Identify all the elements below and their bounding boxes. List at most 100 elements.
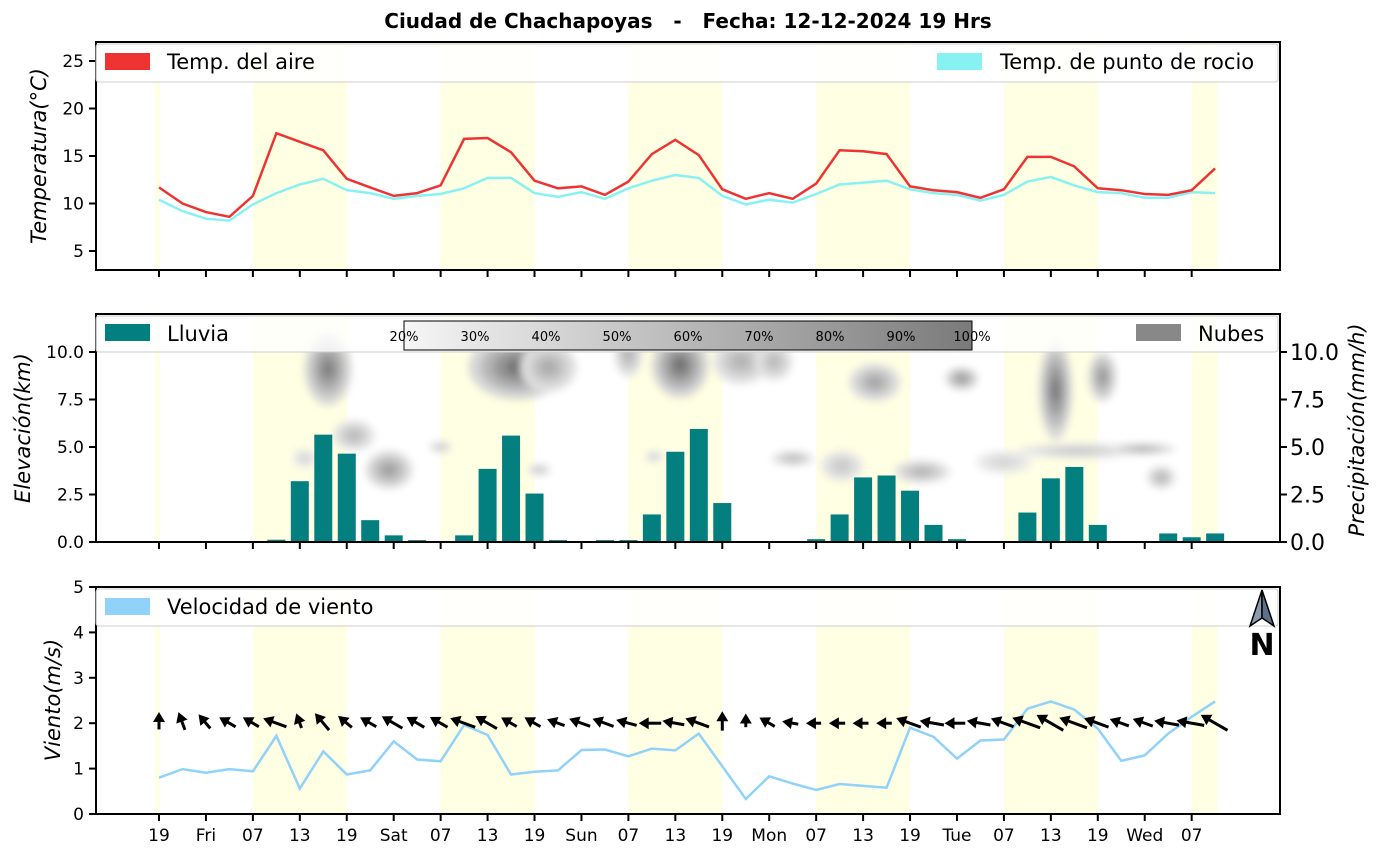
wind-arrow [294,713,306,729]
north-label: N [1249,628,1274,663]
legend-wind-label: Velocidad de viento [167,595,373,619]
y-tick-label: 0.0 [57,533,84,553]
precipitation-y-label: Precipitación(mm/h) [1345,323,1369,536]
rain-bar [267,539,286,542]
cloud-contour [541,361,556,374]
rain-bar [502,435,521,542]
wind-arrow [638,717,662,730]
x-tick-label: 07 [430,826,452,846]
x-tick-label: 13 [665,826,687,846]
cloud-contour [383,465,395,475]
wind-arrow [1154,716,1180,729]
y-tick-label: 10 [62,195,84,215]
elevation-y-label: Elevación(km) [11,353,35,503]
cloud-contour [836,462,848,470]
x-tick-label: 13 [1040,826,1062,846]
cloud-contour [957,375,966,382]
wind-direction-arrows [153,711,1229,732]
wind-speed-line [158,700,1216,801]
wind-arrow [406,716,426,729]
y-tick-label: 10.0 [1290,341,1339,366]
cloud-contour [322,360,334,379]
legend-dew-label: Temp. de punto de rocio [999,50,1254,74]
cloud-contour [996,459,1011,466]
wind-arrow [524,717,542,728]
temperature-frame [95,41,1281,271]
legend-cloud-swatch [1136,324,1181,341]
rain-bar [337,453,356,542]
wind-arrow [219,717,237,729]
x-tick-label: 07 [242,826,264,846]
wind-arrow [429,716,449,729]
rain-bar [689,428,708,542]
x-tick-label: 19 [1087,826,1109,846]
daytime-band [155,587,161,814]
y-tick-label: 25 [62,52,84,72]
cloud-contour [672,357,688,374]
wind-arrow [314,713,331,732]
wind-arrow [547,716,566,729]
elevation-y-axis: 0.0 2.5 5.0 7.5 10.0 [46,343,96,553]
wind-arrow [616,716,637,729]
rain-bar [525,493,544,542]
wind-y-label: Viento(m/s) [41,639,65,761]
wind-arrow [176,712,188,731]
wind-arrow [1036,714,1065,732]
x-tick-label: 13 [852,826,874,846]
wind-arrow [990,716,1015,729]
y-tick-label: 7.5 [57,391,84,411]
legend-air-swatch [105,53,150,70]
y-tick-label: 3 [73,669,84,689]
rain-bar [314,434,333,542]
cloud-contour [1134,447,1151,451]
y-tick-label: 10.0 [46,343,84,363]
rain-bar [455,535,474,542]
x-tick-label: 07 [993,826,1015,846]
wind-arrow [1012,715,1041,730]
wind-arrow [569,716,591,728]
cloud-contour [437,445,444,449]
rain-bar [854,477,873,542]
wind-arrow [828,717,846,730]
x-tick-label: 19 [148,826,170,846]
wind-arrow [1109,716,1130,729]
colorbar-label: 30% [461,330,490,345]
legend-rain-swatch [105,324,150,341]
colorbar-label: 70% [745,330,774,345]
precipitation-frame [95,313,1281,543]
x-tick-label: Wed [1126,826,1163,846]
rain-bar [713,503,732,542]
cloud-contour [1098,370,1107,383]
legend-rain-label: Lluvia [167,322,229,346]
temperature-y-label: Temperatura(°C) [27,68,51,244]
wind-arrow [919,716,945,729]
precipitation-y-axis: 0.0 2.5 5.0 7.5 10.0 [1280,341,1339,556]
rain-bar [1159,533,1178,542]
wind-arrow [501,717,518,728]
rain-bar [1182,537,1201,542]
y-tick-label: 2 [73,714,84,734]
daytime-band [155,314,161,542]
rain-bar [1041,478,1060,542]
x-tick-label: Sun [565,826,597,846]
y-tick-label: 5 [73,242,84,262]
wind-arrow [475,715,498,730]
figure-title: Ciudad de Chachapoyas - Fecha: 12-12-202… [384,9,991,33]
wind-y-axis: 0 1 2 3 4 5 [73,578,96,825]
legend-wind-swatch [105,598,150,615]
wind-arrow [1200,714,1229,732]
x-tick-label: 13 [477,826,499,846]
wind-arrow [896,715,922,729]
x-tick-label: 19 [524,826,546,846]
wind-arrow [876,717,892,730]
north-arrow-icon: N [1248,589,1276,663]
wind-arrow [716,711,729,731]
wind-arrow [685,716,710,729]
colorbar-labels: 20% 30% 40% 50% 60% 70% 80% 90% 100% [390,330,991,345]
rain-bar [830,514,849,542]
colorbar-label: 20% [390,330,419,345]
y-tick-label: 2.5 [1290,484,1325,509]
legend-dew-swatch [937,53,982,70]
legend-air-label: Temp. del aire [166,50,315,74]
